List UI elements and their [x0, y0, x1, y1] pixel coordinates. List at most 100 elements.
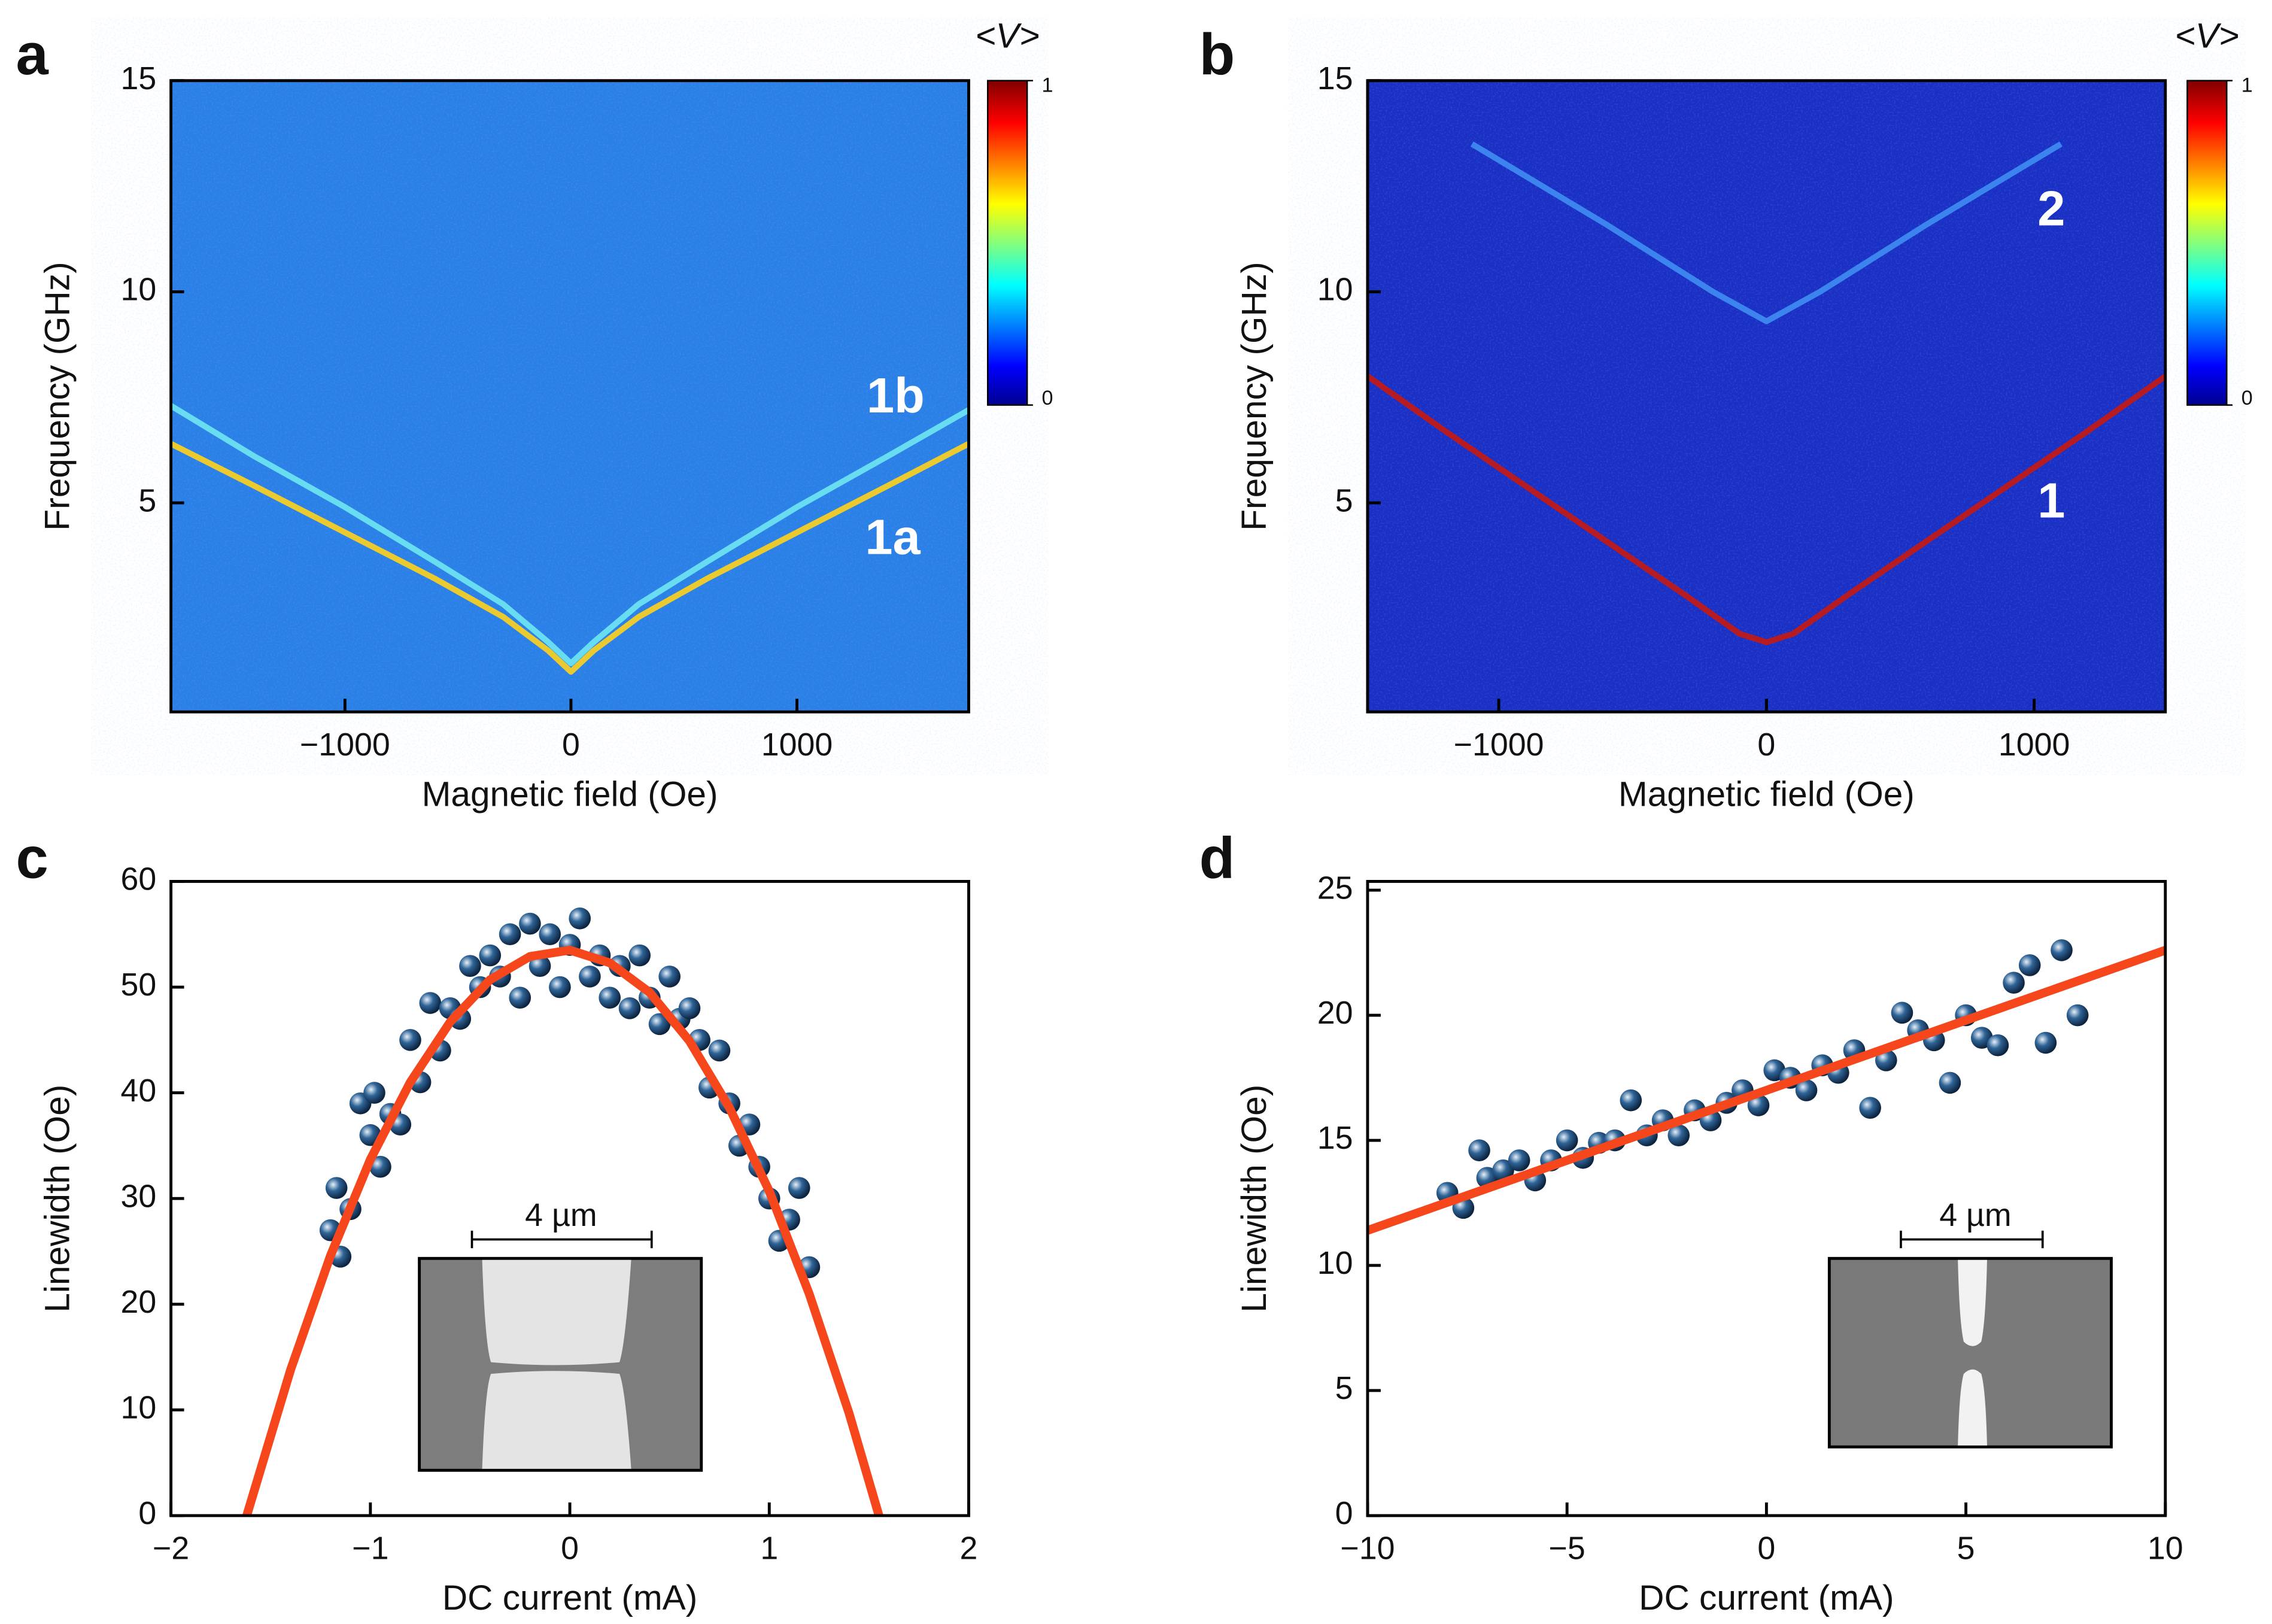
panel-letter: b — [1199, 22, 1235, 87]
y-tick-label: 50 — [120, 967, 156, 1003]
x-tick-label: −5 — [1549, 1531, 1585, 1567]
scale-bar-label: 4 µm — [1939, 1197, 2011, 1233]
y-tick-label: 0 — [138, 1495, 156, 1531]
data-point — [788, 1177, 810, 1199]
panel-letter: a — [16, 22, 49, 87]
x-axis-title: Magnetic field (Oe) — [1618, 775, 1915, 813]
y-tick-label: 15 — [1317, 1120, 1353, 1156]
plot-area — [242, 907, 883, 1516]
y-tick-label: 5 — [138, 482, 156, 518]
data-point — [1891, 1001, 1913, 1024]
x-tick-label: −1000 — [1454, 727, 1544, 763]
data-point — [1987, 1034, 2009, 1057]
data-point — [579, 966, 601, 988]
heatmap-noise — [1367, 80, 2165, 712]
x-tick-label: 0 — [562, 727, 580, 763]
x-tick-label: −10 — [1340, 1531, 1395, 1567]
data-point — [569, 907, 591, 930]
data-point — [678, 997, 701, 1019]
x-tick-label: 0 — [561, 1531, 579, 1567]
x-tick-label: −1000 — [300, 727, 390, 763]
fit-line — [242, 945, 883, 1516]
y-axis-title: Frequency (GHz) — [38, 262, 77, 530]
inset-image: 4 µm — [418, 1197, 703, 1472]
data-point — [648, 1013, 671, 1036]
plot-area — [171, 403, 969, 675]
data-point — [1795, 1079, 1818, 1101]
y-tick-label: 5 — [1335, 482, 1353, 518]
x-tick-label: 1000 — [1998, 727, 2070, 763]
x-tick-label: 5 — [1957, 1531, 1975, 1567]
y-tick-label: 25 — [1317, 870, 1353, 906]
mode-label: 1b — [867, 368, 925, 423]
data-point — [2066, 1004, 2089, 1027]
y-axis-title: Linewidth (Oe) — [38, 1085, 77, 1313]
y-tick-label: 60 — [120, 861, 156, 897]
data-point — [369, 1155, 391, 1178]
data-point — [1556, 1129, 1578, 1152]
panel-letter: c — [16, 825, 48, 891]
data-point — [479, 944, 502, 967]
y-tick-label: 15 — [120, 60, 156, 96]
y-tick-label: 5 — [1335, 1370, 1353, 1406]
data-point — [2018, 954, 2041, 976]
x-tick-label: 10 — [2148, 1531, 2183, 1567]
data-point — [1667, 1124, 1690, 1146]
colorbar-label: <V> — [975, 16, 1040, 55]
x-axis-title: DC current (mA) — [442, 1579, 697, 1617]
y-tick-label: 0 — [1335, 1495, 1353, 1531]
backgrounds — [171, 80, 2165, 712]
spectral-line — [171, 441, 969, 675]
data-point — [1939, 1071, 1961, 1094]
data-point — [549, 976, 571, 998]
data-point — [419, 992, 442, 1014]
heatmap-noise — [171, 80, 969, 712]
y-tick-label: 10 — [1317, 272, 1353, 308]
plot-frame — [169, 79, 970, 714]
x-tick-label: 1 — [760, 1531, 778, 1567]
data-point — [658, 966, 681, 988]
colorbar-tick-label: 0 — [2241, 387, 2253, 409]
y-tick-label: 20 — [120, 1284, 156, 1320]
x-tick-label: −2 — [153, 1531, 189, 1567]
plot-area — [1367, 141, 2165, 645]
y-tick-label: 40 — [120, 1073, 156, 1109]
fit-line — [1367, 946, 2165, 1235]
data-point — [2003, 972, 2025, 994]
colorbar-tick-label: 1 — [1042, 74, 1053, 96]
data-point — [325, 1177, 348, 1199]
data-point — [528, 955, 551, 978]
x-tick-label: −1 — [352, 1531, 388, 1567]
data-point — [1508, 1149, 1530, 1171]
spectral-line — [1470, 141, 2063, 324]
scale-bar-label: 4 µm — [525, 1197, 597, 1233]
colorbar — [2186, 80, 2228, 406]
colorbar-label: <V> — [2175, 16, 2240, 55]
data-point — [499, 923, 521, 946]
data-point — [618, 997, 641, 1019]
data-point — [539, 923, 561, 946]
spectral-line — [1367, 374, 2165, 645]
panel-letter: d — [1199, 825, 1235, 891]
x-tick-label: 2 — [960, 1531, 978, 1567]
x-axis-title: Magnetic field (Oe) — [422, 775, 718, 813]
y-tick-label: 15 — [1317, 60, 1353, 96]
data-point — [599, 986, 621, 1009]
colorbar — [987, 80, 1028, 406]
mode-label: 1a — [865, 509, 921, 565]
x-axis-title: DC current (mA) — [1639, 1579, 1894, 1617]
y-tick-label: 10 — [120, 272, 156, 308]
data-point — [708, 1039, 731, 1062]
x-tick-label: 1000 — [761, 727, 833, 763]
marks — [171, 141, 2165, 1516]
data-point — [2051, 939, 2073, 961]
inset-image: 4 µm — [1827, 1197, 2113, 1449]
colorbar-tick-label: 1 — [2241, 74, 2253, 96]
data-point — [2034, 1031, 2057, 1054]
data-point — [459, 955, 481, 978]
data-point — [1859, 1097, 1881, 1119]
x-tick-label: 0 — [1757, 1531, 1775, 1567]
y-tick-label: 20 — [1317, 995, 1353, 1031]
